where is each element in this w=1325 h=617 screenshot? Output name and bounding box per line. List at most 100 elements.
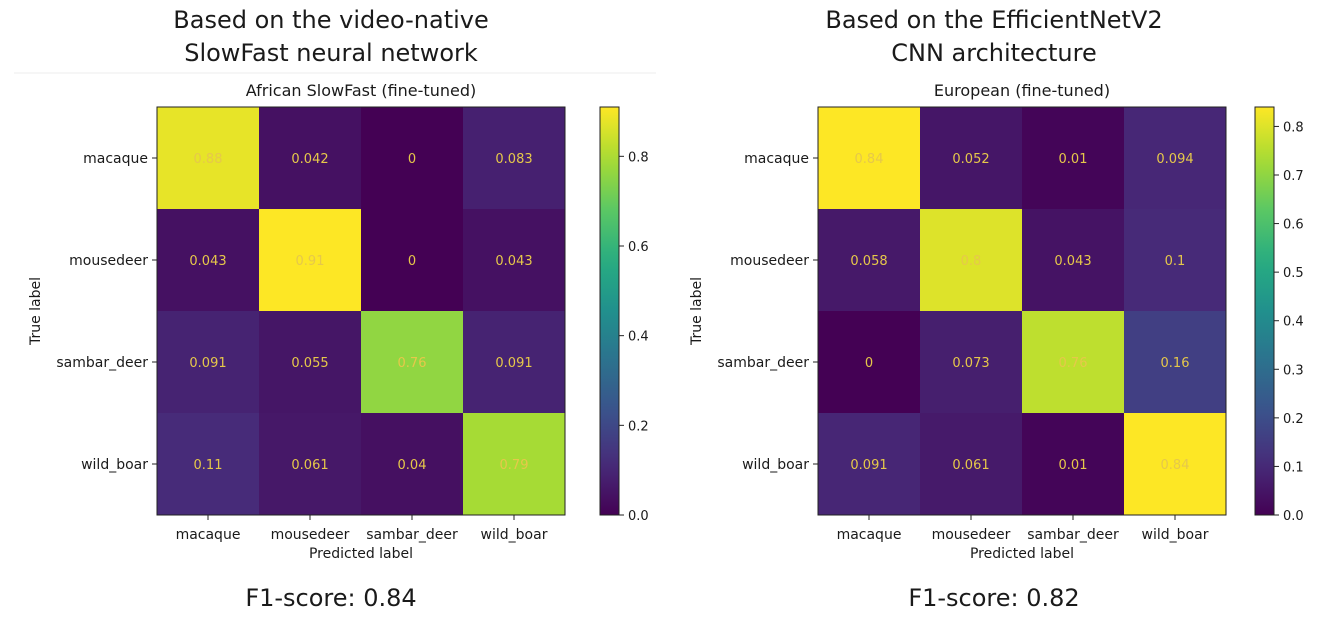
heatmap-cell	[1124, 311, 1226, 413]
colorbar-tick-label: 0.4	[1283, 315, 1304, 330]
cell-value-label: 0.1	[1165, 254, 1186, 269]
colorbar-tick-label: 0.6	[628, 240, 649, 255]
heatmap-cell	[361, 413, 463, 515]
cell-value-label: 0.8	[961, 254, 982, 269]
cell-value-label: 0.88	[194, 152, 223, 167]
colorbar-tick-label: 0.4	[628, 330, 649, 345]
chart-title: European (fine-tuned)	[934, 81, 1110, 100]
cell-value-label: 0.76	[1059, 356, 1088, 371]
cell-value-label: 0.84	[1161, 458, 1190, 473]
cell-value-label: 0	[408, 254, 416, 269]
heatmap-cell	[361, 311, 463, 413]
x-axis-label: Predicted label	[309, 546, 413, 562]
heatmap-cell	[463, 413, 565, 515]
heatmap-cell	[259, 209, 361, 311]
cell-value-label: 0.91	[296, 254, 325, 269]
colorbar	[599, 106, 620, 516]
colorbar-tick-label: 0.2	[628, 419, 649, 434]
panel-caption: Based on the EfficientNetV2 CNN architec…	[663, 4, 1325, 70]
caption-line-2: CNN architecture	[891, 39, 1097, 67]
y-tick-label: wild_boar	[81, 457, 148, 473]
x-tick-label: wild_boar	[481, 527, 548, 543]
colorbar-tick-label: 0.8	[1283, 120, 1304, 135]
cell-value-label: 0.042	[291, 152, 328, 167]
heatmap-cell	[818, 311, 920, 413]
confusion-matrix-chart: African SlowFast (fine-tuned) 0.88 0.042 0 0…	[14, 72, 656, 562]
heatmap-cell	[463, 209, 565, 311]
caption-line-1: Based on the EfficientNetV2	[825, 6, 1163, 34]
caption-line-1: Based on the video-native	[173, 6, 489, 34]
heatmap-cell	[259, 311, 361, 413]
x-tick-label: sambar_deer	[366, 527, 458, 543]
cell-value-label: 0	[865, 356, 873, 371]
heatmap-cell	[157, 311, 259, 413]
colorbar-tick-label: 0.6	[1283, 218, 1304, 233]
heatmap-cell	[259, 107, 361, 209]
cell-value-label: 0.043	[495, 254, 532, 269]
caption-line-2: SlowFast neural network	[184, 39, 478, 67]
heatmap-cell	[361, 107, 463, 209]
cell-value-label: 0.094	[1156, 152, 1193, 167]
heatmap-cell	[1124, 209, 1226, 311]
colorbar-tick-label: 0.1	[1283, 460, 1304, 475]
cell-value-label: 0.055	[291, 356, 328, 371]
y-tick-label: macaque	[83, 151, 148, 167]
cell-value-label: 0.091	[850, 458, 887, 473]
cell-value-label: 0.043	[1054, 254, 1091, 269]
x-tick-label: macaque	[176, 527, 241, 543]
heatmap-cell	[1124, 413, 1226, 515]
colorbar-tick-label: 0.3	[1283, 363, 1304, 378]
x-tick-label: mousedeer	[271, 527, 350, 543]
cell-value-label: 0.061	[952, 458, 989, 473]
cell-value-label: 0.073	[952, 356, 989, 371]
f1-score-label: F1-score: 0.82	[908, 584, 1080, 612]
heatmap-cell	[463, 107, 565, 209]
heatmap-cell	[818, 107, 920, 209]
panel-efficientnet: Based on the EfficientNetV2 CNN architec…	[663, 0, 1325, 617]
colorbar-tick-label: 0.0	[628, 509, 649, 524]
colorbar-tick-label: 0.0	[1283, 509, 1304, 524]
heatmap-cell	[259, 413, 361, 515]
y-axis-label: True label	[689, 277, 705, 346]
x-tick-label: macaque	[837, 527, 902, 543]
cell-value-label: 0.76	[398, 356, 427, 371]
heatmap-cell	[361, 209, 463, 311]
chart-title: African SlowFast (fine-tuned)	[246, 81, 476, 100]
cell-value-label: 0.79	[500, 458, 529, 473]
confusion-matrix-chart: European (fine-tuned) 0.84 0.052 0.01 0.094 0…	[689, 81, 1304, 562]
cell-value-label: 0.84	[855, 152, 884, 167]
x-tick-label: mousedeer	[932, 527, 1011, 543]
heatmap-cell	[920, 209, 1022, 311]
heatmap-cell	[1022, 413, 1124, 515]
cell-value-label: 0.052	[952, 152, 989, 167]
f1-score-label: F1-score: 0.84	[245, 584, 417, 612]
heatmap-cell	[157, 107, 259, 209]
y-tick-label: wild_boar	[742, 457, 809, 473]
cell-value-label: 0.091	[495, 356, 532, 371]
colorbar-tick-label: 0.2	[1283, 412, 1304, 427]
heatmap-cell	[157, 209, 259, 311]
cell-value-label: 0.083	[495, 152, 532, 167]
panel-slowfast: Based on the video-native SlowFast neura…	[0, 0, 662, 617]
cell-value-label: 0.11	[194, 458, 223, 473]
x-tick-label: wild_boar	[1142, 527, 1209, 543]
heatmap-cell	[463, 311, 565, 413]
cell-value-label: 0.061	[291, 458, 328, 473]
heatmap-cell	[920, 107, 1022, 209]
x-axis-label: Predicted label	[970, 546, 1074, 562]
y-tick-label: sambar_deer	[56, 355, 148, 371]
y-tick-label: macaque	[744, 151, 809, 167]
colorbar-tick-label: 0.7	[1283, 169, 1304, 184]
x-tick-label: sambar_deer	[1027, 527, 1119, 543]
colorbar-tick-label: 0.5	[1283, 266, 1304, 281]
heatmap-cell	[1022, 107, 1124, 209]
panel-caption: Based on the video-native SlowFast neura…	[0, 4, 662, 70]
cell-value-label: 0.091	[189, 356, 226, 371]
cell-value-label: 0.04	[398, 458, 427, 473]
y-axis-label: True label	[28, 277, 44, 346]
heatmap-cell	[1124, 107, 1226, 209]
cell-value-label: 0.058	[850, 254, 887, 269]
colorbar	[1254, 106, 1275, 516]
cell-value-label: 0.01	[1059, 152, 1088, 167]
cell-value-label: 0.01	[1059, 458, 1088, 473]
